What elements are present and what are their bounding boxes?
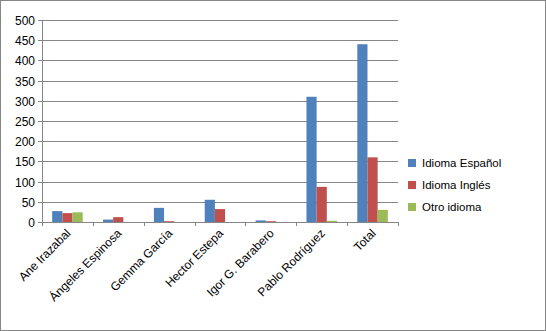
x-tick-mark (296, 222, 297, 226)
grid-line (42, 141, 398, 142)
tick-mark (38, 161, 42, 162)
y-tick-label: 350 (15, 75, 35, 89)
x-tick-mark (398, 222, 399, 226)
bar (317, 187, 327, 222)
bar (52, 211, 62, 222)
bar (215, 209, 225, 222)
tick-mark (38, 141, 42, 142)
bar (164, 221, 174, 222)
legend-label: Otro idioma (422, 201, 482, 213)
x-tick-mark (347, 222, 348, 226)
bar (225, 222, 235, 223)
bar (327, 221, 337, 222)
tick-mark (38, 121, 42, 122)
bar (103, 220, 113, 222)
x-tick-mark (144, 222, 145, 226)
grid-line (42, 60, 398, 61)
legend-swatch (408, 181, 416, 189)
bar (367, 157, 377, 222)
y-tick-label: 450 (15, 34, 35, 48)
legend-swatch (408, 203, 416, 211)
x-tick-mark (93, 222, 94, 226)
bar (205, 200, 215, 222)
grid-line (42, 121, 398, 122)
grid-line (42, 101, 398, 102)
grid-line (42, 40, 398, 41)
grid-line (42, 202, 398, 203)
grid-line (42, 182, 398, 183)
bar (123, 222, 133, 223)
bar (73, 212, 83, 222)
y-axis (42, 20, 43, 222)
x-tick-label: Total (351, 226, 379, 254)
bar (378, 210, 388, 222)
bar (154, 208, 164, 222)
grid-line (42, 81, 398, 82)
tick-mark (38, 40, 42, 41)
x-tick-mark (245, 222, 246, 226)
bar (256, 220, 266, 222)
bars (52, 44, 388, 222)
grid-line (42, 161, 398, 162)
y-tick-label: 500 (15, 14, 35, 28)
bar (62, 213, 72, 222)
y-tick-label: 150 (15, 155, 35, 169)
grid-line (42, 20, 398, 21)
tick-mark (38, 101, 42, 102)
tick-mark (38, 81, 42, 82)
y-tick-label: 400 (15, 54, 35, 68)
bar (174, 222, 184, 223)
x-tick-label: Pablo Rodríguez (255, 226, 328, 299)
grid-line (42, 222, 398, 223)
chart-frame (1, 1, 546, 331)
bar (276, 222, 286, 223)
y-tick-label: 250 (15, 115, 35, 129)
y-tick-label: 0 (28, 216, 35, 230)
x-tick-mark (195, 222, 196, 226)
x-axis (42, 222, 398, 223)
legend-label: Idioma Inglés (422, 179, 491, 191)
tick-mark (38, 20, 42, 21)
tick-mark (38, 60, 42, 61)
bar (357, 44, 367, 222)
y-tick-label: 300 (15, 95, 35, 109)
bar (266, 221, 276, 222)
tick-mark (38, 222, 42, 223)
tick-mark (38, 182, 42, 183)
bar (113, 217, 123, 222)
y-tick-label: 50 (22, 196, 36, 210)
legend-swatch (408, 159, 416, 167)
legend-label: Idioma Español (422, 157, 501, 169)
x-tick-mark (42, 222, 43, 226)
chart: 050100150200250300350400450500Ane Irazab… (0, 0, 546, 331)
tick-mark (38, 202, 42, 203)
y-tick-label: 100 (15, 176, 35, 190)
y-tick-label: 200 (15, 135, 35, 149)
bar (306, 97, 316, 222)
x-tick-label: Ángeles Espinosa (46, 225, 125, 304)
